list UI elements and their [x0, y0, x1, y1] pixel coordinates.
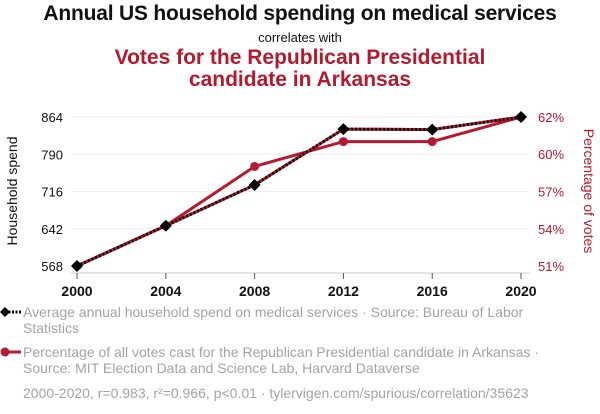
left-axis-ticks: 568 642 716 790 864 — [41, 110, 63, 274]
series-votes-point — [250, 161, 260, 171]
series-household-spend-point — [426, 123, 439, 136]
right-tick-label: 51% — [538, 259, 564, 274]
legend-swatch-circle-line-icon — [0, 347, 21, 357]
series-votes-point — [338, 137, 348, 147]
x-axis-ticks: 2000 2004 2008 2012 2016 2020 — [61, 273, 537, 299]
chart-title-secondary: Votes for the Republican Presidential ca… — [0, 47, 600, 91]
right-tick-label: 54% — [538, 222, 564, 237]
left-tick-label: 716 — [41, 185, 63, 200]
x-tick-label: 2004 — [150, 283, 181, 299]
chart-plot: 568 642 716 790 864 51% 54% 57% 60% 62% 2000 2004… — [4, 110, 597, 299]
series-household-spend-line — [76, 115, 522, 268]
series-household-spend-point — [159, 219, 172, 232]
series-household-spend — [71, 111, 527, 272]
x-tick-label: 2020 — [505, 283, 536, 299]
left-axis-label: Household spend — [4, 137, 20, 246]
right-tick-label: 60% — [538, 147, 564, 162]
left-tick-label: 642 — [41, 222, 63, 237]
chart-subtitle: correlates with — [258, 30, 342, 45]
left-tick-label: 864 — [41, 110, 63, 125]
series-household-spend-point — [71, 260, 83, 272]
right-tick-label: 57% — [538, 184, 564, 199]
legend-swatch-diamond-dotted-icon — [0, 307, 21, 317]
series-household-spend-point — [337, 123, 350, 136]
x-tick-label: 2012 — [328, 283, 359, 299]
series-votes-point — [427, 137, 437, 147]
chart-title-secondary-line2: candidate in Arkansas — [188, 68, 412, 91]
right-axis-label: Percentage of votes — [581, 129, 597, 254]
legend-label-votes: Percentage of all votes cast for the Rep… — [23, 344, 539, 376]
chart-title: Annual US household spending on medical … — [43, 2, 557, 25]
series-household-spend-point — [248, 178, 261, 191]
x-tick-label: 2008 — [239, 283, 270, 299]
legend-item-votes: Percentage of all votes cast for the Rep… — [0, 344, 543, 376]
right-axis-ticks: 51% 54% 57% 60% 62% — [538, 110, 564, 274]
legend-label-household-spend: Average annual household spend on medica… — [23, 304, 524, 336]
legend: Average annual household spend on medica… — [0, 304, 600, 384]
left-tick-label: 790 — [41, 147, 63, 162]
right-tick-label: 62% — [538, 110, 564, 125]
series-household-spend-point — [515, 111, 527, 123]
chart-title-secondary-line1: Votes for the Republican Presidential — [114, 46, 486, 69]
left-tick-label: 568 — [41, 259, 63, 274]
x-tick-label: 2016 — [417, 283, 448, 299]
footer-stats: 2000-2020, r=0.983, r²=0.966, p<0.01 · t… — [23, 385, 529, 401]
x-tick-label: 2000 — [61, 283, 92, 299]
legend-item-household-spend: Average annual household spend on medica… — [0, 304, 543, 336]
